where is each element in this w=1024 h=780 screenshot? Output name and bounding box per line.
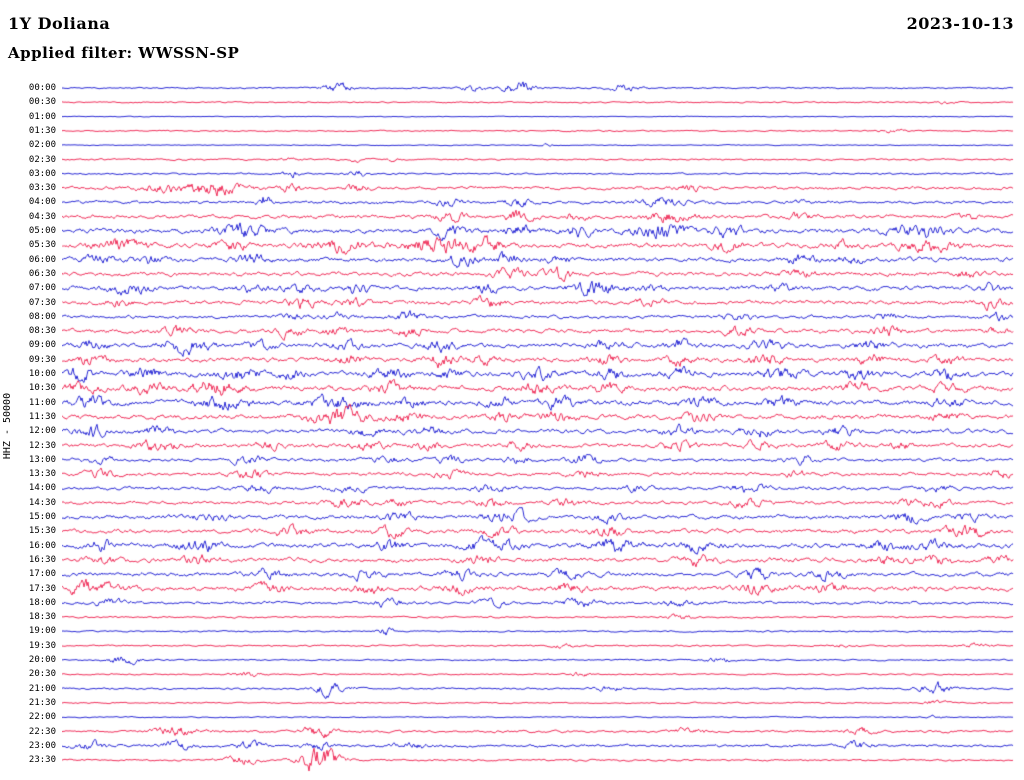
time-label: 21:00 <box>28 683 56 694</box>
time-label: 14:30 <box>28 497 56 508</box>
time-label: 18:30 <box>28 612 56 623</box>
time-label: 09:00 <box>28 340 56 351</box>
time-label: 22:30 <box>28 726 56 737</box>
time-label: 23:00 <box>28 740 56 751</box>
time-label: 20:00 <box>28 655 56 665</box>
time-label: 08:30 <box>28 326 56 337</box>
time-label: 19:30 <box>28 640 56 651</box>
time-label: 05:30 <box>28 240 56 251</box>
time-label: 23:30 <box>28 755 56 766</box>
time-label: 18:00 <box>28 597 56 608</box>
time-label: 10:00 <box>28 369 56 379</box>
time-label: 03:30 <box>28 183 56 194</box>
time-label: 02:00 <box>28 140 56 151</box>
time-label: 11:00 <box>28 397 56 408</box>
date-label: 2023-10-13 <box>906 14 1014 33</box>
time-label: 12:30 <box>28 440 56 451</box>
time-label: 07:00 <box>28 283 56 294</box>
time-label: 15:30 <box>28 526 56 537</box>
time-label: 10:30 <box>28 383 56 394</box>
time-label: 17:30 <box>28 583 56 594</box>
time-label: 22:00 <box>28 712 56 723</box>
time-label: 04:30 <box>28 211 56 222</box>
time-label: 02:30 <box>28 154 56 165</box>
time-label: 19:00 <box>28 626 56 637</box>
time-label: 09:30 <box>28 354 56 365</box>
time-label: 01:30 <box>28 125 56 136</box>
time-label: 03:00 <box>28 168 56 179</box>
time-label: 07:30 <box>28 297 56 308</box>
time-label: 15:00 <box>28 512 56 522</box>
time-label: 00:00 <box>28 83 56 93</box>
time-label: 20:30 <box>28 669 56 680</box>
time-label: 06:30 <box>28 268 56 279</box>
helicorder-canvas <box>62 80 1014 780</box>
time-label: 17:00 <box>28 569 56 580</box>
time-label: 21:30 <box>28 697 56 708</box>
time-label: 05:00 <box>28 226 56 236</box>
time-label: 13:00 <box>28 454 56 465</box>
time-label: 08:00 <box>28 311 56 322</box>
time-label: 16:00 <box>28 540 56 551</box>
time-label: 06:00 <box>28 254 56 265</box>
time-label: 04:00 <box>28 197 56 208</box>
time-label: 11:30 <box>28 411 56 422</box>
time-label: 12:00 <box>28 426 56 437</box>
time-label: 16:30 <box>28 554 56 565</box>
time-label: 01:00 <box>28 111 56 122</box>
time-label: 13:30 <box>28 469 56 480</box>
time-label: 00:30 <box>28 97 56 108</box>
time-label: 14:00 <box>28 483 56 494</box>
station-title: 1Y Doliana <box>8 14 111 33</box>
filter-label: Applied filter: WWSSN-SP <box>8 44 240 62</box>
